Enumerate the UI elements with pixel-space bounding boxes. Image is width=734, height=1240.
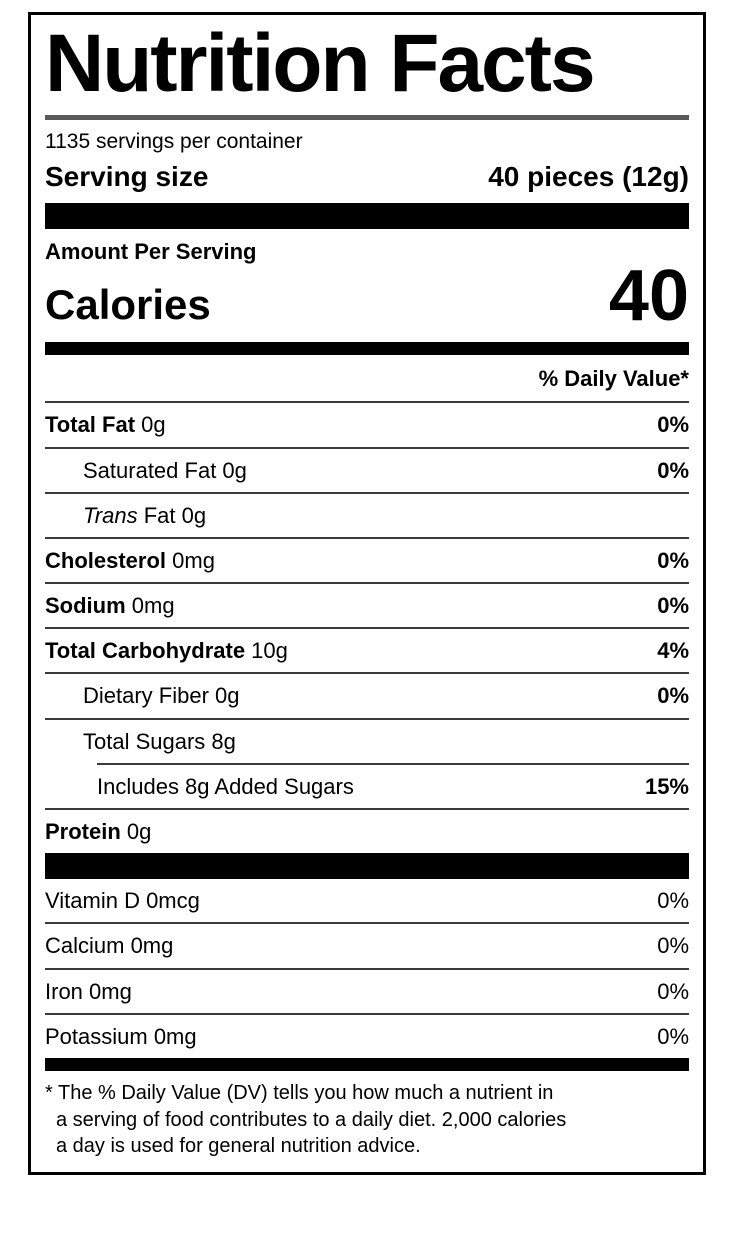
section-bar-thin-daily-value — [45, 342, 689, 356]
vitamin-name: Vitamin D 0mcg — [45, 888, 200, 914]
section-bar-thin-footnote — [45, 1057, 689, 1071]
vitamin-name: Calcium 0mg — [45, 933, 174, 959]
serving-size-value: 40 pieces (12g) — [488, 161, 689, 193]
nutrient-row-trans-fat: Trans Fat 0g — [45, 491, 689, 537]
serving-size-row: Serving size 40 pieces (12g) — [45, 161, 689, 203]
nutrient-amount: 0mg — [166, 547, 215, 573]
daily-value-header: % Daily Value* — [538, 366, 689, 392]
nutrient-name: Cholesterol 0mg — [45, 547, 215, 573]
nutrient-row-sodium: Sodium 0mg 0% — [45, 582, 689, 627]
section-bar-thick-vitamins — [45, 853, 689, 880]
daily-value: 0% — [657, 457, 689, 483]
daily-value: 15% — [644, 773, 689, 799]
daily-value: 0% — [657, 593, 689, 619]
daily-value: 0% — [657, 933, 689, 959]
nutrient-name-bold: Sodium — [45, 593, 126, 619]
serving-size-label: Serving size — [45, 161, 209, 193]
footnote-line: a day is used for general nutrition advi… — [56, 1135, 421, 1158]
vitamin-row-vitamin-d: Vitamin D 0mcg 0% — [45, 879, 689, 922]
nutrient-amount: Total Sugars 8g — [83, 728, 236, 754]
vitamin-row-iron: Iron 0mg 0% — [45, 967, 689, 1013]
daily-value: 0% — [657, 412, 689, 438]
daily-value: 0% — [657, 888, 689, 914]
nutrient-row-dietary-fiber: Dietary Fiber 0g 0% — [45, 672, 689, 717]
nutrient-row-total-sugars: Total Sugars 8g — [45, 717, 689, 763]
nutrient-name-bold: Cholesterol — [45, 547, 167, 573]
nutrient-amount: Fat 0g — [137, 502, 207, 528]
label-title: Nutrition Facts — [45, 18, 596, 109]
nutrient-name: Dietary Fiber 0g — [83, 684, 240, 708]
nutrient-name: Total Sugars 8g — [83, 728, 236, 754]
nutrient-amount: Saturated Fat 0g — [83, 457, 247, 483]
nutrient-name: Saturated Fat 0g — [83, 457, 247, 483]
nutrient-amount: Includes 8g Added Sugars — [97, 773, 354, 799]
nutrient-row-saturated-fat: Saturated Fat 0g 0% — [45, 446, 689, 492]
daily-value: 0% — [657, 978, 689, 1004]
nutrient-row-total-fat: Total Fat 0g 0% — [45, 401, 689, 446]
nutrient-row-protein: Protein 0g — [45, 808, 689, 853]
nutrient-name: Includes 8g Added Sugars — [97, 773, 354, 799]
nutrient-name-bold: Total Carbohydrate — [45, 638, 246, 664]
daily-value-footnote: * The % Daily Value (DV) tells you how m… — [45, 1071, 689, 1160]
daily-value: 0% — [657, 683, 689, 709]
vitamin-name: Potassium 0mg — [45, 1023, 197, 1049]
vitamin-name: Iron 0mg — [45, 978, 132, 1004]
nutrient-name: Protein 0g — [45, 819, 152, 844]
title-divider — [45, 115, 689, 121]
daily-value: 0% — [657, 547, 689, 573]
nutrient-amount: 0mg — [125, 593, 175, 619]
nutrient-amount: 0g — [120, 819, 152, 844]
nutrient-name-bold: Protein — [45, 819, 121, 844]
amount-per-serving-label: Amount Per Serving — [45, 239, 257, 265]
nutrient-name-bold: Total Fat — [45, 412, 136, 438]
nutrient-name: Trans Fat 0g — [83, 502, 207, 528]
vitamin-row-potassium: Potassium 0mg 0% — [45, 1012, 689, 1058]
nutrient-amount: 0g — [135, 412, 166, 438]
footnote-line: * The % Daily Value (DV) tells you how m… — [45, 1081, 554, 1104]
nutrient-name: Sodium 0mg — [45, 593, 175, 619]
vitamin-row-calcium: Calcium 0mg 0% — [45, 922, 689, 967]
nutrient-row-cholesterol: Cholesterol 0mg 0% — [45, 536, 689, 582]
nutrient-name-italic: Trans — [83, 502, 138, 528]
servings-per-container: 1135 servings per container — [45, 130, 303, 154]
nutrient-name: Total Carbohydrate 10g — [45, 639, 288, 663]
section-bar-thick-top — [45, 203, 689, 230]
nutrient-amount: 10g — [245, 638, 288, 664]
footnote-line: a serving of food contributes to a daily… — [56, 1108, 567, 1131]
daily-value: 4% — [657, 638, 689, 664]
nutrient-row-added-sugars: Includes 8g Added Sugars 15% — [45, 765, 689, 808]
calories-label: Calories — [45, 281, 211, 329]
nutrient-row-total-carbohydrate: Total Carbohydrate 10g 4% — [45, 627, 689, 672]
added-sugars-divider — [97, 762, 689, 765]
nutrient-amount: Dietary Fiber 0g — [83, 683, 240, 709]
calories-row: Calories 40 — [45, 256, 689, 342]
nutrient-name: Total Fat 0g — [45, 413, 166, 437]
calories-value: 40 — [608, 256, 689, 337]
nutrition-facts-label: Nutrition Facts 1135 servings per contai… — [28, 12, 706, 1175]
daily-value: 0% — [657, 1023, 689, 1049]
